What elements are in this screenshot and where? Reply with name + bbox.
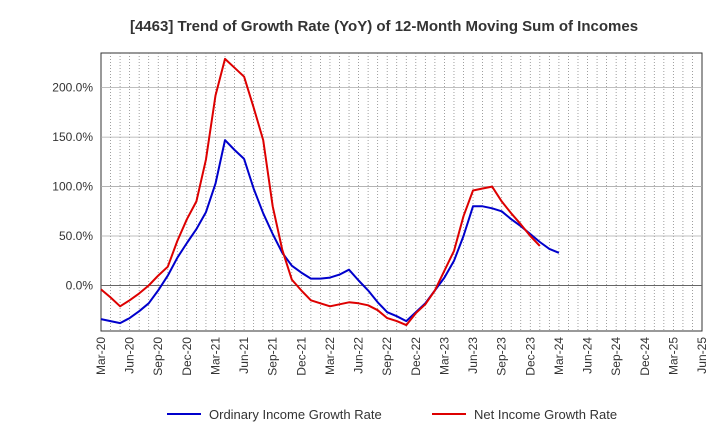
legend-label: Ordinary Income Growth Rate xyxy=(209,407,382,422)
x-tick-label: Dec-20 xyxy=(180,337,194,376)
plot-area xyxy=(100,52,703,332)
y-tick-label: 50.0% xyxy=(59,229,93,243)
x-tick-label: Sep-21 xyxy=(266,337,280,376)
legend: Ordinary Income Growth Rate Net Income Gr… xyxy=(167,407,617,422)
x-tick-label: Mar-21 xyxy=(208,337,222,375)
x-tick-label: Sep-23 xyxy=(495,337,509,376)
series-line-net-income xyxy=(100,57,541,327)
plot-border xyxy=(100,52,703,332)
x-tick-label: Mar-25 xyxy=(666,337,680,375)
x-tick-label: Mar-24 xyxy=(552,337,566,375)
x-tick-label: Jun-24 xyxy=(581,337,595,374)
series-lines xyxy=(100,57,560,327)
x-axis-tick-labels: Mar-20 Jun-20 Sep-20 Dec-20 Mar-21 Jun-21 Sep-… xyxy=(94,337,709,376)
chart-title: [4463] Trend of Growth Rate (YoY) of 12-… xyxy=(130,18,638,35)
x-tick-label: Sep-22 xyxy=(380,337,394,376)
y-tick-label: 100.0% xyxy=(52,180,93,194)
x-tick-label: Sep-24 xyxy=(609,337,623,376)
x-tick-label: Dec-21 xyxy=(294,337,308,376)
x-tick-label: Jun-20 xyxy=(123,337,137,374)
y-axis-tick-labels: 0.0% 50.0% 100.0% 150.0% 200.0% xyxy=(52,81,93,293)
x-tick-label: Dec-24 xyxy=(638,337,652,376)
y-tick-label: 200.0% xyxy=(52,81,93,95)
x-tick-label: Jun-25 xyxy=(695,337,709,374)
y-tick-label: 150.0% xyxy=(52,130,93,144)
x-tick-label: Dec-23 xyxy=(523,337,537,376)
x-tick-label: Jun-22 xyxy=(352,337,366,374)
x-tick-label: Mar-22 xyxy=(323,337,337,375)
legend-label: Net Income Growth Rate xyxy=(474,407,617,422)
x-tick-label: Jun-23 xyxy=(466,337,480,374)
x-tick-label: Mar-23 xyxy=(437,337,451,375)
x-tick-label: Dec-22 xyxy=(409,337,423,376)
x-tick-label: Sep-20 xyxy=(151,337,165,376)
series-line-ordinary-income xyxy=(100,139,560,325)
x-tick-label: Mar-20 xyxy=(94,337,108,375)
grid-lines xyxy=(101,53,702,331)
x-tick-label: Jun-21 xyxy=(237,337,251,374)
y-tick-label: 0.0% xyxy=(66,278,94,292)
